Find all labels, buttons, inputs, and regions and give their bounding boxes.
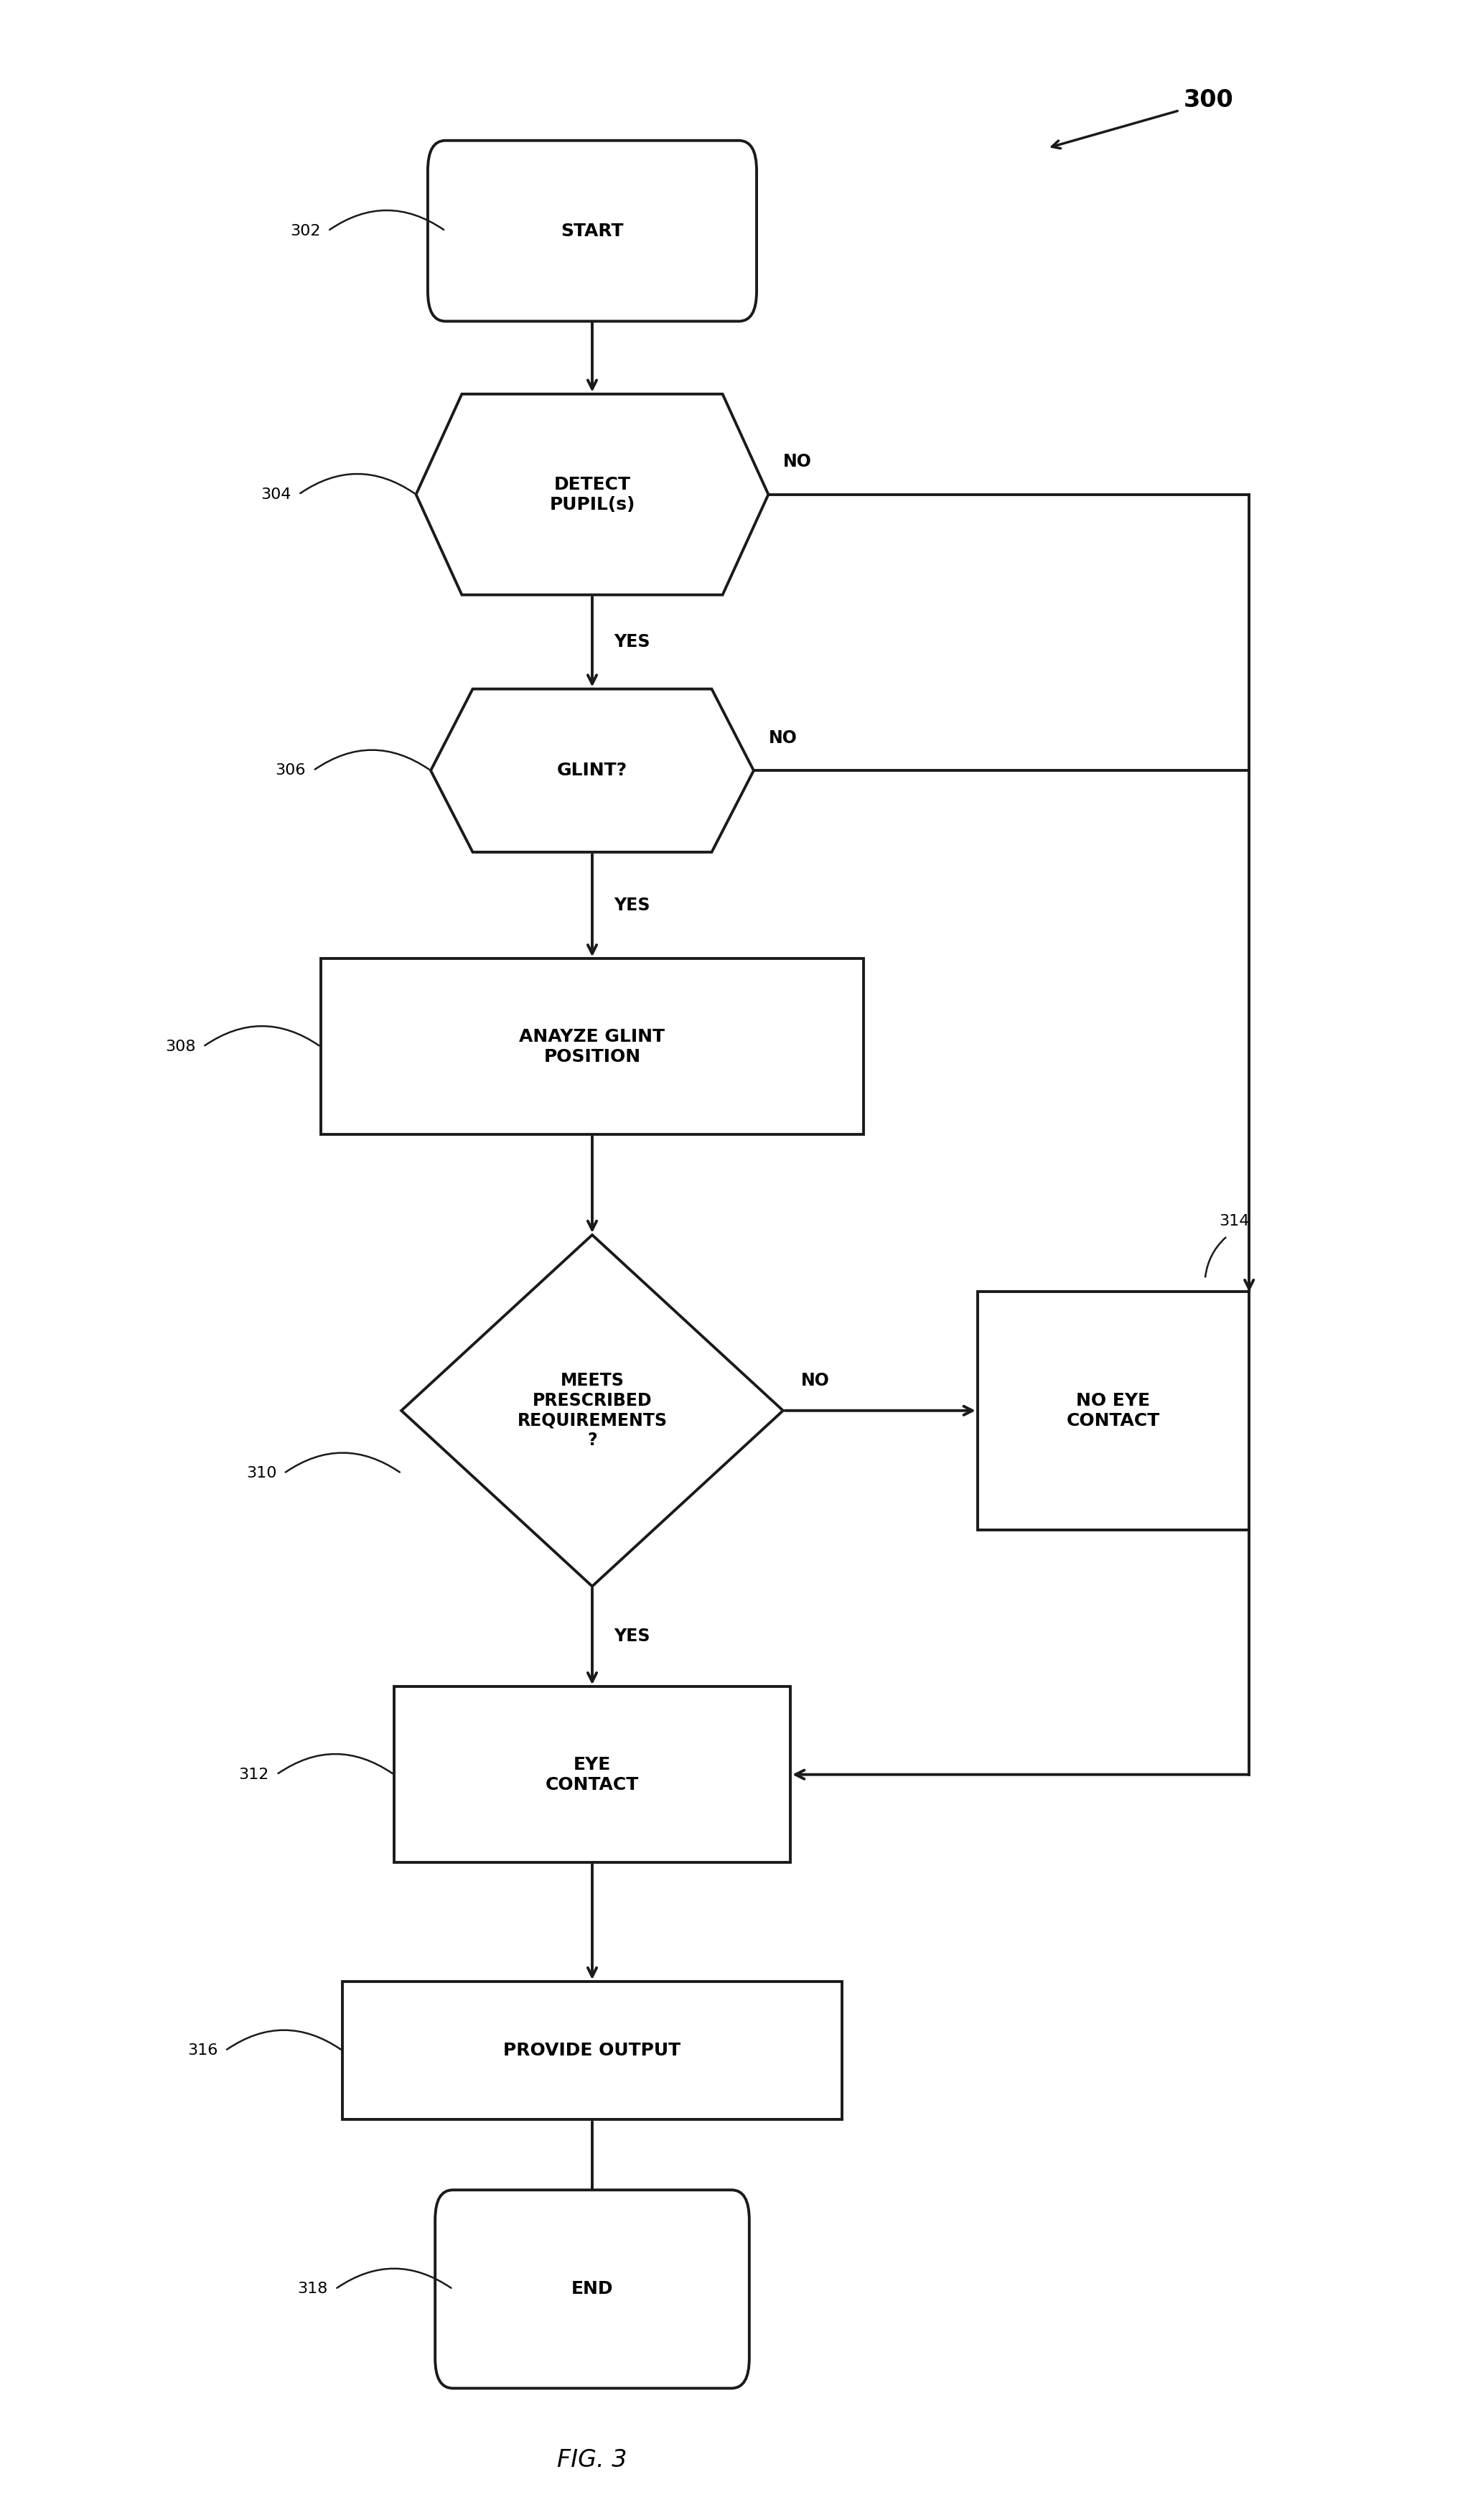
- Text: START: START: [560, 222, 624, 239]
- Text: NO: NO: [769, 728, 797, 746]
- Text: 300: 300: [1184, 88, 1234, 113]
- Text: PROVIDE OUTPUT: PROVIDE OUTPUT: [504, 2041, 681, 2059]
- Text: 312: 312: [239, 1767, 269, 1782]
- Text: EYE
CONTACT: EYE CONTACT: [545, 1756, 638, 1794]
- Bar: [343, 1981, 842, 2119]
- Text: 310: 310: [245, 1467, 276, 1482]
- Text: 308: 308: [166, 1038, 195, 1053]
- Text: MEETS
PRESCRIBED
REQUIREMENTS
?: MEETS PRESCRIBED REQUIREMENTS ?: [517, 1371, 667, 1449]
- FancyBboxPatch shape: [427, 141, 757, 320]
- Text: END: END: [571, 2281, 613, 2298]
- Text: ANAYZE GLINT
POSITION: ANAYZE GLINT POSITION: [519, 1028, 665, 1066]
- Polygon shape: [415, 393, 769, 595]
- Text: DETECT
PUPIL(s): DETECT PUPIL(s): [550, 476, 636, 514]
- Text: NO EYE
CONTACT: NO EYE CONTACT: [1067, 1391, 1160, 1429]
- Text: 318: 318: [297, 2283, 328, 2296]
- Polygon shape: [430, 688, 754, 852]
- Text: FIG. 3: FIG. 3: [557, 2447, 627, 2472]
- Text: 302: 302: [290, 224, 321, 237]
- Polygon shape: [402, 1235, 783, 1585]
- Text: GLINT?: GLINT?: [557, 761, 628, 779]
- Text: 316: 316: [188, 2044, 217, 2059]
- Text: YES: YES: [615, 1628, 650, 1646]
- Text: 304: 304: [260, 486, 291, 501]
- Text: YES: YES: [615, 633, 650, 650]
- FancyBboxPatch shape: [435, 2190, 749, 2389]
- Text: NO: NO: [801, 1371, 829, 1389]
- Text: 314: 314: [1219, 1215, 1250, 1230]
- Text: 306: 306: [275, 764, 306, 779]
- Bar: [321, 958, 863, 1134]
- Bar: [395, 1686, 791, 1862]
- Text: NO: NO: [783, 454, 811, 471]
- Text: YES: YES: [615, 897, 650, 915]
- Bar: [977, 1290, 1249, 1530]
